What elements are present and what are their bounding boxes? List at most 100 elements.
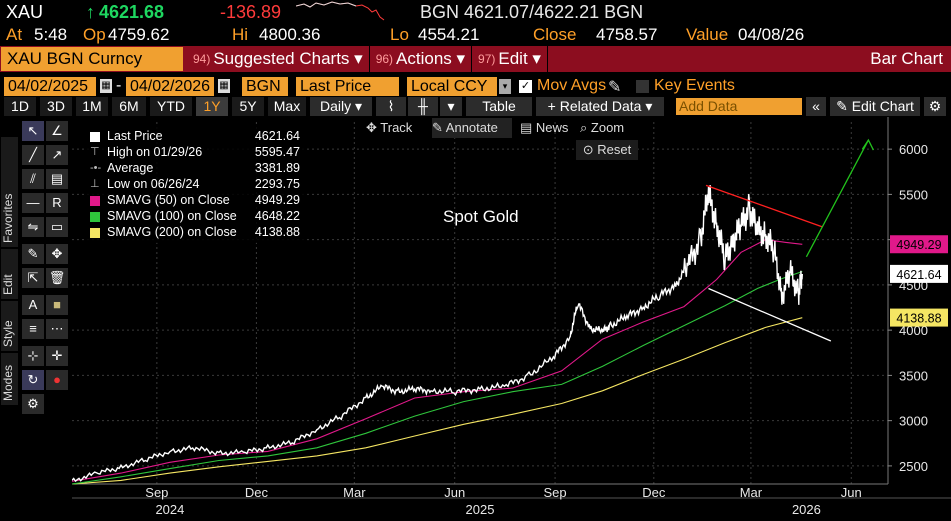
- select-icon[interactable]: ⇱: [22, 268, 44, 288]
- track-button[interactable]: ✥ Track: [366, 120, 413, 135]
- related-data-button[interactable]: + Related Data ▾: [536, 97, 664, 116]
- legend-row[interactable]: SMAVG (50) on Close 4949.29: [88, 193, 302, 209]
- series-line-last-price[interactable]: [72, 185, 803, 483]
- horizontal-line-icon[interactable]: —: [22, 193, 44, 213]
- table-button[interactable]: Table: [466, 97, 532, 116]
- security-field[interactable]: XAU BGN Curncy: [1, 47, 183, 71]
- fib-icon[interactable]: R: [46, 193, 68, 213]
- series-swatch: [90, 228, 100, 238]
- price-tag: [890, 308, 948, 327]
- period-max[interactable]: Max: [268, 97, 306, 116]
- open-label: Op: [83, 25, 106, 44]
- pointer-icon[interactable]: ↖: [22, 121, 44, 141]
- pencil-icon[interactable]: ✎: [608, 79, 622, 96]
- collapse-icon[interactable]: «: [806, 97, 826, 116]
- calendar-icon[interactable]: ▦: [218, 79, 230, 93]
- legend-row[interactable]: -•- Average 3381.89: [88, 161, 302, 177]
- series-line-smavg-100-[interactable]: [72, 270, 803, 485]
- calendar-icon[interactable]: ▦: [100, 79, 112, 93]
- trash-icon[interactable]: 🗑: [46, 268, 68, 288]
- reset-button[interactable]: ⊙ Reset: [576, 140, 638, 160]
- pencil-icon[interactable]: ✎: [22, 244, 44, 264]
- legend-row[interactable]: Last Price 4621.64: [88, 129, 302, 145]
- price-tag: [890, 235, 948, 254]
- gear-icon[interactable]: ⚙: [924, 97, 946, 116]
- menu-label: Edit ▾: [498, 49, 541, 68]
- channel-icon[interactable]: ⫽: [22, 169, 44, 189]
- zoom-label: Zoom: [590, 120, 625, 135]
- period-3d[interactable]: 3D: [40, 97, 72, 116]
- net-change: -136.89: [220, 1, 282, 22]
- trendline[interactable]: [708, 287, 832, 342]
- legend-value: 4949.29: [254, 193, 300, 207]
- line-chart-icon[interactable]: ⌇: [376, 97, 406, 116]
- series-line-smavg-50-[interactable]: [72, 239, 803, 482]
- line-style-icon[interactable]: ⋯: [46, 319, 68, 339]
- price-tag-label: 4949.29: [896, 238, 941, 252]
- frequency-dropdown[interactable]: Daily ▾: [310, 97, 372, 116]
- legend-value: 4621.64: [254, 129, 300, 143]
- price-tag-label: 4621.64: [896, 268, 941, 282]
- y-tick-label: 5500: [899, 187, 928, 202]
- bar-chart-icon[interactable]: ╫: [408, 97, 438, 116]
- ray-icon[interactable]: ↗: [46, 145, 68, 165]
- menu-bar: XAU BGN Curncy 94) Suggested Charts ▾ 96)…: [0, 46, 951, 72]
- legend-row[interactable]: SMAVG (100) on Close 4648.22: [88, 209, 302, 225]
- suggested-charts-menu[interactable]: 94) Suggested Charts ▾: [187, 46, 370, 72]
- zoom-button[interactable]: ⌕ Zoom: [580, 120, 625, 135]
- trend-line-icon[interactable]: ╱: [22, 145, 44, 165]
- period-1y[interactable]: 1Y: [196, 97, 228, 116]
- text-style-icon[interactable]: A: [22, 295, 44, 315]
- line-weight-icon[interactable]: ≡: [22, 319, 44, 339]
- year-label: 2024: [155, 502, 184, 517]
- trendline[interactable]: [705, 184, 823, 228]
- parallel-lines-icon[interactable]: ▤: [46, 169, 68, 189]
- currency-dropdown-icon[interactable]: ▾: [499, 79, 511, 94]
- period-1m[interactable]: 1M: [76, 97, 108, 116]
- color-palette-icon[interactable]: ●: [46, 370, 68, 390]
- source-field[interactable]: BGN: [242, 77, 288, 96]
- actions-menu[interactable]: 96) Actions ▾: [370, 46, 473, 72]
- rectangle-icon[interactable]: ▭: [46, 217, 68, 237]
- cycle-icon[interactable]: ↻: [22, 370, 44, 390]
- settings-gear-icon[interactable]: ⚙: [22, 394, 44, 414]
- news-button[interactable]: ▤ News: [520, 120, 569, 135]
- date-range-row: 04/02/2025 ▦ - 04/02/2026 ▦ BGN Last Pri…: [0, 77, 951, 97]
- tab-favorites[interactable]: Favorites: [1, 137, 18, 247]
- period-6m[interactable]: 6M: [112, 97, 146, 116]
- price-chart[interactable]: 25003000350040004500500055006000SepDecMa…: [72, 117, 951, 521]
- low-value: 4554.21: [418, 25, 480, 44]
- chart-type-dropdown-icon[interactable]: ▾: [440, 97, 462, 116]
- tab-modes[interactable]: Modes: [1, 353, 18, 405]
- edit-menu[interactable]: 97) Edit ▾: [472, 46, 548, 72]
- reset-label: Reset: [597, 142, 632, 157]
- move-icon[interactable]: ✥: [46, 244, 68, 264]
- period-5y[interactable]: 5Y: [232, 97, 264, 116]
- chart-annotation[interactable]: Spot Gold: [443, 207, 519, 226]
- legend-row[interactable]: ⊥ Low on 06/26/24 2293.75: [88, 177, 302, 193]
- legend-row[interactable]: ⊤ High on 01/29/26 5595.47: [88, 145, 302, 161]
- key-events-checkbox[interactable]: [636, 80, 649, 93]
- magnet-icon[interactable]: ✛: [46, 346, 68, 366]
- tab-style[interactable]: Style: [1, 301, 18, 351]
- edit-chart-label: Edit Chart: [851, 98, 914, 114]
- end-date-field[interactable]: 04/02/2026: [126, 77, 214, 96]
- tab-edit[interactable]: Edit: [1, 249, 18, 299]
- edit-chart-button[interactable]: ✎ Edit Chart: [830, 97, 920, 116]
- ticker-symbol[interactable]: XAU: [6, 1, 44, 22]
- annotate-button[interactable]: ✎ Annotate: [432, 118, 512, 138]
- fill-color-icon[interactable]: ■: [46, 295, 68, 315]
- period-ytd[interactable]: YTD: [150, 97, 192, 116]
- period-1d[interactable]: 1D: [4, 97, 36, 116]
- start-date-field[interactable]: 04/02/2025: [4, 77, 96, 96]
- draw-line-icon[interactable]: ∠: [46, 121, 68, 141]
- series-line-smavg-200-[interactable]: [72, 317, 803, 485]
- legend-row[interactable]: SMAVG (200) on Close 4138.88: [88, 225, 302, 241]
- crosshair-icon[interactable]: ⊹: [22, 346, 44, 366]
- arrow-icon[interactable]: ⇋: [22, 217, 44, 237]
- mov-avgs-checkbox[interactable]: ✓: [519, 80, 532, 93]
- trendline[interactable]: [805, 139, 869, 258]
- price-field[interactable]: Last Price: [296, 77, 399, 96]
- currency-field[interactable]: Local CCY: [407, 77, 497, 96]
- add-data-input[interactable]: Add Data: [676, 98, 802, 115]
